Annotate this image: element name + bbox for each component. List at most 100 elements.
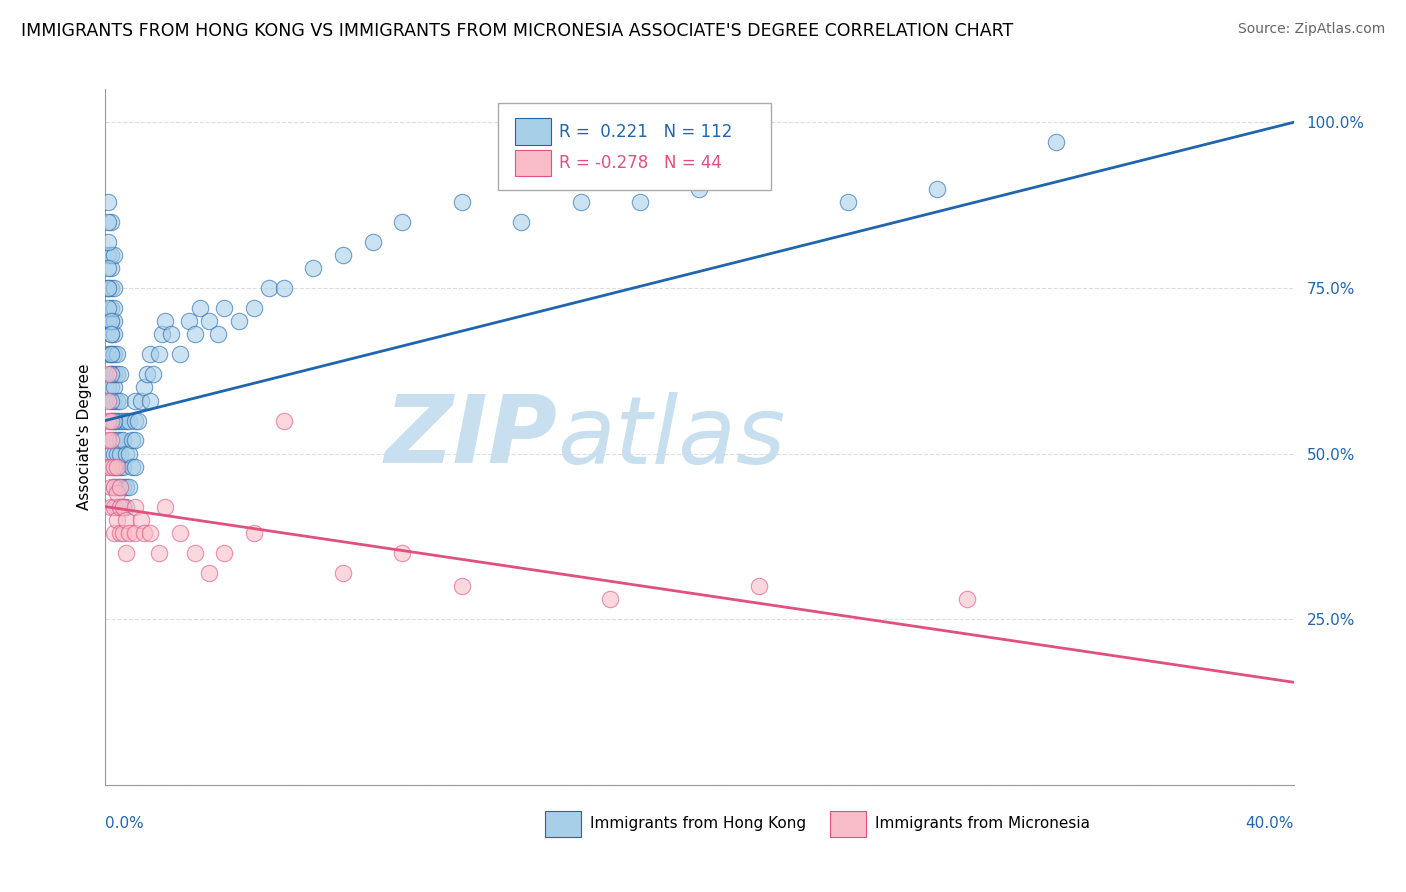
Point [105,486,128,500]
Point [100,393,122,408]
Point [169,347,191,361]
Point [110,413,132,427]
Point [273,413,295,427]
Point [97,215,120,229]
FancyBboxPatch shape [498,103,770,190]
Point [183,327,205,342]
Point [115,413,138,427]
Point [103,459,125,474]
Bar [830,811,866,837]
Point [257,281,280,295]
Point [183,546,205,560]
Point [103,447,125,461]
Point [100,281,122,295]
Point [110,459,132,474]
Point [148,546,170,560]
Point [112,434,135,448]
Point [110,447,132,461]
Point [100,215,122,229]
Point [198,566,221,580]
Point [100,367,122,381]
Point [105,480,128,494]
Point [112,500,135,514]
Text: 40.0%: 40.0% [1246,816,1294,831]
Point [332,248,354,262]
Point [105,347,128,361]
Point [118,413,141,427]
Point [105,513,128,527]
Text: Source: ZipAtlas.com: Source: ZipAtlas.com [1237,22,1385,37]
Point [100,500,122,514]
Point [302,261,325,276]
Point [214,301,236,315]
Point [748,579,770,593]
Point [124,459,146,474]
Point [118,526,141,541]
Point [332,566,354,580]
Point [105,459,128,474]
Point [97,314,120,328]
Point [118,447,141,461]
Point [177,314,200,328]
Point [100,301,122,315]
Point [391,546,413,560]
Point [103,393,125,408]
Point [110,434,132,448]
Point [103,480,125,494]
Point [148,347,170,361]
Point [142,367,165,381]
Point [110,500,132,514]
Text: R = -0.278   N = 44: R = -0.278 N = 44 [560,154,723,172]
Point [139,526,162,541]
Point [100,314,122,328]
Text: R =  0.221   N = 112: R = 0.221 N = 112 [560,122,733,141]
Text: atlas: atlas [557,392,785,483]
Y-axis label: Associate's Degree: Associate's Degree [76,364,91,510]
Point [103,314,125,328]
Point [159,327,181,342]
Point [103,500,125,514]
Point [127,413,149,427]
Text: 0.0%: 0.0% [105,816,145,831]
Point [153,500,176,514]
Point [153,314,176,328]
Point [105,434,128,448]
Point [97,248,120,262]
Point [121,434,143,448]
Point [100,367,122,381]
Bar [516,150,551,177]
Point [103,248,125,262]
Point [110,526,132,541]
Point [100,327,122,342]
Point [100,413,122,427]
Bar [516,119,551,145]
Point [139,347,162,361]
Point [97,367,120,381]
Point [103,347,125,361]
Point [190,301,212,315]
Point [112,526,135,541]
Point [110,393,132,408]
Point [100,447,122,461]
Point [105,500,128,514]
Point [450,194,472,209]
Point [136,367,159,381]
Point [214,546,236,560]
Point [100,347,122,361]
Point [132,380,155,394]
Point [124,526,146,541]
Point [115,480,138,494]
Point [97,194,120,209]
Point [100,314,122,328]
Point [124,413,146,427]
Point [103,480,125,494]
Point [103,327,125,342]
Point [103,459,125,474]
Text: ZIP: ZIP [384,391,557,483]
Point [110,480,132,494]
Point [100,459,122,474]
Point [628,194,651,209]
Point [132,526,155,541]
Point [450,579,472,593]
Point [110,367,132,381]
